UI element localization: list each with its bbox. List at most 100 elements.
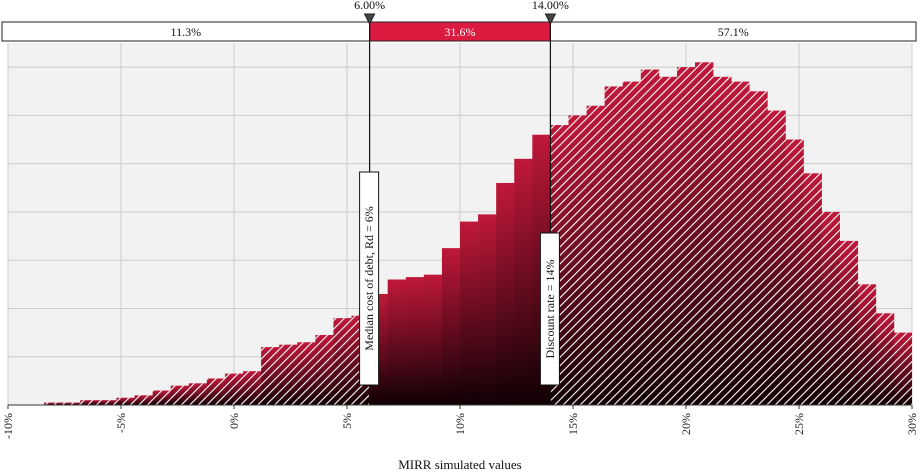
band-label: 11.3% <box>171 25 202 39</box>
x-tick-label: 30% <box>905 413 919 435</box>
histogram-bar <box>134 395 153 405</box>
histogram-bar <box>188 383 208 405</box>
x-tick-label: 20% <box>679 413 693 435</box>
histogram-bar <box>98 400 117 405</box>
histogram-bar <box>279 344 298 405</box>
histogram-bar <box>912 362 920 405</box>
x-tick-label: 25% <box>792 413 806 435</box>
bar-hatch <box>152 390 171 405</box>
bar-hatch <box>785 139 804 405</box>
marker-label: 14.00% <box>532 0 569 12</box>
marker-triangle <box>544 13 557 26</box>
bar-hatch <box>821 211 840 405</box>
histogram-bar <box>640 69 660 405</box>
x-axis: -10% -5% 0% 5% 10% 15% 20% 25% 30% <box>1 404 919 439</box>
histogram-bar <box>622 81 642 405</box>
annotation-box: Median cost of debt, Rd = 6% <box>359 171 380 386</box>
bar-hatch <box>116 397 135 405</box>
histogram-bar <box>695 62 714 405</box>
bar-hatch <box>98 400 117 405</box>
histogram-bar <box>875 313 895 405</box>
bar-hatch <box>713 76 732 405</box>
x-tick-label: -10% <box>1 413 15 439</box>
histogram-bar <box>514 158 533 405</box>
x-tick-label: 10% <box>453 413 467 435</box>
histogram-bar <box>713 76 732 405</box>
marker-label: 6.00% <box>354 0 385 12</box>
bar-hatch <box>224 373 244 405</box>
bar-hatch <box>333 318 352 405</box>
annotation-text: Discount rate = 14% <box>543 259 557 358</box>
bar-hatch <box>857 284 877 405</box>
bar-hatch <box>640 69 660 405</box>
bar-hatch <box>839 240 859 405</box>
histogram-bar <box>423 274 443 405</box>
bar-hatch <box>586 105 605 405</box>
x-tick-label: 15% <box>566 413 580 435</box>
x-tick-label: 0% <box>227 413 241 429</box>
histogram-bar <box>261 347 280 405</box>
x-tick-label: -5% <box>114 413 128 433</box>
bar-fill <box>496 182 515 405</box>
histogram-bar <box>568 115 587 405</box>
histogram-bar <box>857 284 877 405</box>
histogram-bar <box>315 335 334 405</box>
histogram-bar <box>604 86 624 405</box>
bar-hatch <box>134 395 153 405</box>
probability-bands: 11.3% 31.6% 57.1% <box>1 21 917 42</box>
band-label: 31.6% <box>445 25 476 39</box>
bar-hatch <box>315 335 334 405</box>
x-tick-label: 5% <box>340 413 354 429</box>
x-axis-title: MIRR simulated values <box>398 457 522 472</box>
histogram-bar <box>496 182 515 405</box>
bar-hatch <box>658 76 678 405</box>
histogram-bar <box>80 400 99 405</box>
bar-hatch <box>622 81 642 405</box>
bar-fill <box>387 279 407 405</box>
histogram-bar <box>116 397 135 405</box>
bar-fill <box>514 158 533 405</box>
bar-fill <box>405 277 425 405</box>
bar-fill <box>423 274 443 405</box>
histogram-bar <box>243 371 262 405</box>
bar-hatch <box>297 342 316 405</box>
bar-hatch <box>261 347 280 405</box>
bar-fill <box>912 362 920 405</box>
bar-hatch <box>875 313 895 405</box>
histogram-bar <box>893 332 912 405</box>
histogram-bar <box>441 248 461 405</box>
annotation-frame <box>359 171 380 386</box>
bar-hatch <box>568 115 587 405</box>
bar-hatch <box>62 402 81 405</box>
annotations: Median cost of debt, Rd = 6% Discount rat… <box>359 171 560 386</box>
histogram-bar <box>586 105 605 405</box>
histogram-bar <box>460 221 479 405</box>
annotation-box: Discount rate = 14% <box>539 232 560 386</box>
histogram-bar <box>785 139 804 405</box>
bar-hatch <box>893 332 912 405</box>
marker-triangle <box>363 13 376 26</box>
histogram-bar <box>206 378 226 405</box>
histogram-bar <box>478 214 497 405</box>
histogram-bar <box>170 385 190 405</box>
bar-hatch <box>170 385 189 405</box>
histogram-bar <box>658 76 678 405</box>
bar-fill <box>460 221 479 405</box>
bar-hatch <box>695 62 714 405</box>
annotation-frame <box>539 232 560 386</box>
histogram-bar <box>749 91 768 405</box>
histogram-bar <box>767 110 786 405</box>
histogram-bar <box>224 373 244 405</box>
histogram-bar <box>297 342 316 405</box>
bar-hatch <box>731 81 750 405</box>
histogram-bar <box>803 173 822 405</box>
bar-hatch <box>749 91 768 405</box>
histogram-bar <box>839 240 859 405</box>
bar-hatch <box>604 86 624 405</box>
bar-hatch <box>80 400 99 405</box>
bar-fill <box>441 248 461 405</box>
bar-hatch <box>676 67 696 405</box>
bar-fill <box>478 214 497 405</box>
bar-hatch <box>912 362 920 405</box>
